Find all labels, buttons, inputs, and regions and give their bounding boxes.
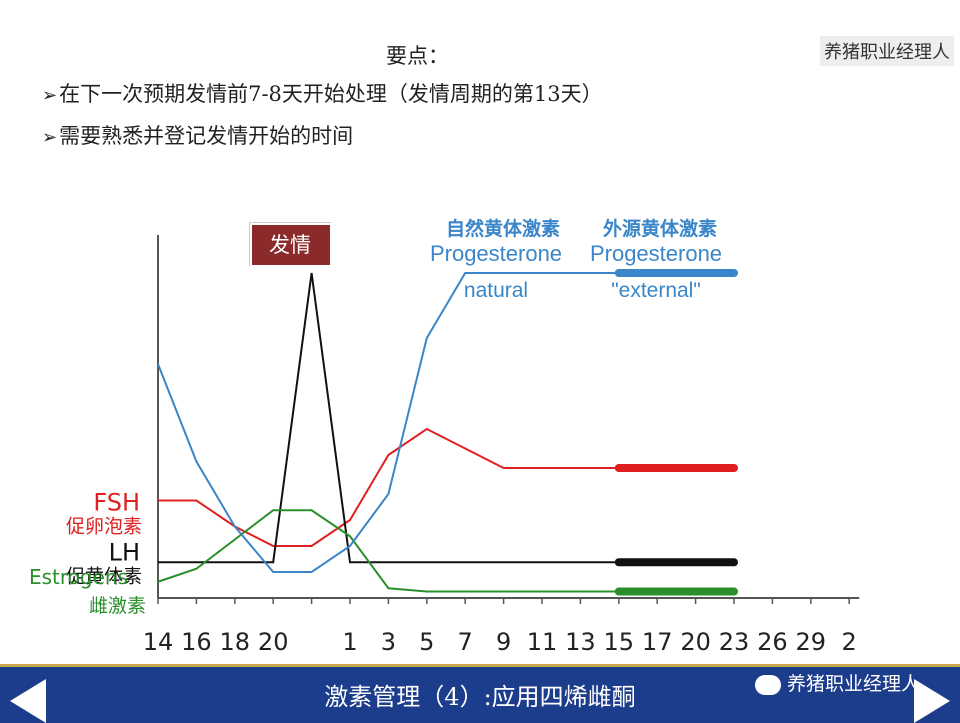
slide-title: 激素管理（4）:应用四烯雌酮 <box>324 683 636 711</box>
x-tick-label: 17 <box>642 628 673 656</box>
x-tick-label: 2 <box>842 628 857 656</box>
x-tick-label: 5 <box>419 628 434 656</box>
bullet-2-text: 需要熟悉并登记发情开始的时间 <box>59 124 354 148</box>
brand-label: 养猪职业经理人 <box>754 669 920 696</box>
x-tick-label: 11 <box>527 628 558 656</box>
series-line-lh <box>158 272 619 564</box>
key-points: 要点： ➢在下一次预期发情前7-8天开始处理（发情周期的第13天） ➢需要熟悉并… <box>42 40 603 162</box>
estrus-box <box>250 223 332 267</box>
progesterone-natural-cn: 自然黄体激素 <box>446 217 560 240</box>
x-tick-label: 18 <box>220 628 251 656</box>
x-tick-label: 20 <box>258 628 289 656</box>
x-tick-label: 9 <box>496 628 511 656</box>
x-tick-label: 15 <box>604 628 635 656</box>
x-tick-label: 7 <box>458 628 473 656</box>
hormone-chart: 14 16 18 20 1 3 5 7 9 11 13 15 17 20 23 26 29 2FSH促卵泡素LH促… <box>29 217 860 656</box>
series-line-fsh <box>158 427 619 547</box>
series-line-progesterone <box>157 272 619 573</box>
progesterone-external-cn: 外源黄体激素 <box>603 217 717 240</box>
series-label-lh-cn: 促黄体素 <box>66 565 142 587</box>
series-label-fsh: FSH <box>93 489 140 517</box>
bullet-arrow-icon: ➢ <box>42 127 58 148</box>
x-tick-label: 16 <box>181 628 212 656</box>
series-label-estrogens-cn: 雌激素 <box>89 595 146 617</box>
x-tick-label: 29 <box>796 628 827 656</box>
key-points-heading: 要点： <box>386 44 449 68</box>
bullet-arrow-icon: ➢ <box>42 85 58 106</box>
series-line-estrogens <box>157 509 619 593</box>
bullet-1-text: 在下一次预期发情前7-8天开始处理（发情周期的第13天） <box>59 82 603 106</box>
progesterone-natural-sub: natural <box>464 279 528 302</box>
x-tick-label: 26 <box>757 628 788 656</box>
series-label-fsh-cn: 促卵泡素 <box>66 516 142 538</box>
x-tick-label: 14 <box>143 628 174 656</box>
progesterone-natural-en: Progesterone <box>430 241 562 266</box>
x-tick-label: 1 <box>342 628 357 656</box>
series-label-estrogens: Estrogens <box>29 565 128 589</box>
progesterone-external-sub: "external" <box>611 279 701 302</box>
bullet-2: ➢需要熟悉并登记发情开始的时间 <box>42 120 603 150</box>
x-tick-label: 13 <box>565 628 596 656</box>
bullet-1: ➢在下一次预期发情前7-8天开始处理（发情周期的第13天） <box>42 78 603 108</box>
x-tick-label: 3 <box>381 628 396 656</box>
x-tick-label: 20 <box>680 628 711 656</box>
estrus-label: 发情 <box>269 233 311 257</box>
previous-slide-button[interactable] <box>10 679 46 723</box>
brand-text: 养猪职业经理人 <box>786 673 920 695</box>
footer-bar: 激素管理（4）:应用四烯雌酮 养猪职业经理人 <box>0 664 960 723</box>
wechat-icon <box>754 674 781 695</box>
progesterone-external-en: Progesterone <box>590 241 722 266</box>
watermark: 养猪职业经理人 <box>820 36 954 66</box>
series-label-lh: LH <box>109 538 140 566</box>
x-tick-label: 23 <box>719 628 750 656</box>
next-slide-button[interactable] <box>914 679 950 723</box>
